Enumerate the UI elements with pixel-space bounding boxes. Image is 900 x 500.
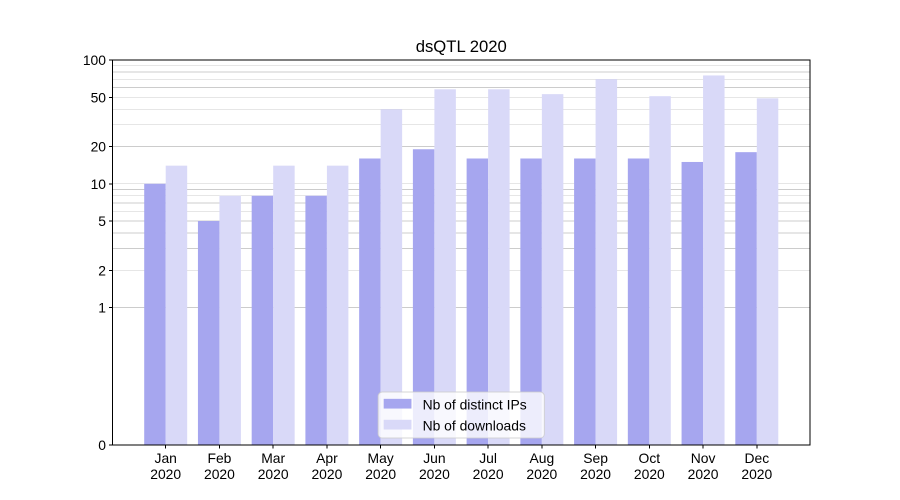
- svg-text:Jun: Jun: [423, 450, 445, 466]
- svg-text:Nb of distinct IPs: Nb of distinct IPs: [423, 397, 527, 413]
- svg-text:2020: 2020: [150, 466, 181, 482]
- svg-text:2020: 2020: [634, 466, 665, 482]
- svg-text:Nov: Nov: [691, 450, 716, 466]
- svg-text:2020: 2020: [258, 466, 289, 482]
- svg-text:2020: 2020: [526, 466, 557, 482]
- svg-text:Sep: Sep: [583, 450, 608, 466]
- svg-text:Apr: Apr: [316, 450, 338, 466]
- svg-text:100: 100: [83, 52, 106, 68]
- svg-text:2020: 2020: [311, 466, 342, 482]
- svg-text:1: 1: [98, 300, 106, 316]
- svg-text:2020: 2020: [580, 466, 611, 482]
- svg-text:Dec: Dec: [744, 450, 769, 466]
- svg-text:10: 10: [91, 176, 107, 192]
- svg-text:Feb: Feb: [207, 450, 231, 466]
- svg-text:2020: 2020: [419, 466, 450, 482]
- svg-text:Mar: Mar: [261, 450, 285, 466]
- svg-text:Jul: Jul: [479, 450, 497, 466]
- svg-text:50: 50: [91, 89, 107, 105]
- svg-text:May: May: [368, 450, 394, 466]
- svg-text:2020: 2020: [204, 466, 235, 482]
- svg-text:5: 5: [98, 213, 106, 229]
- svg-text:Aug: Aug: [529, 450, 554, 466]
- svg-text:Nb of downloads: Nb of downloads: [423, 418, 526, 434]
- svg-text:2020: 2020: [365, 466, 396, 482]
- svg-text:0: 0: [98, 437, 106, 453]
- svg-text:2020: 2020: [741, 466, 772, 482]
- svg-text:2: 2: [98, 262, 106, 278]
- svg-text:2020: 2020: [688, 466, 719, 482]
- svg-text:2020: 2020: [473, 466, 504, 482]
- svg-text:Oct: Oct: [639, 450, 661, 466]
- svg-text:Jan: Jan: [155, 450, 177, 466]
- svg-text:20: 20: [91, 139, 107, 155]
- svg-text:dsQTL 2020: dsQTL 2020: [416, 37, 507, 56]
